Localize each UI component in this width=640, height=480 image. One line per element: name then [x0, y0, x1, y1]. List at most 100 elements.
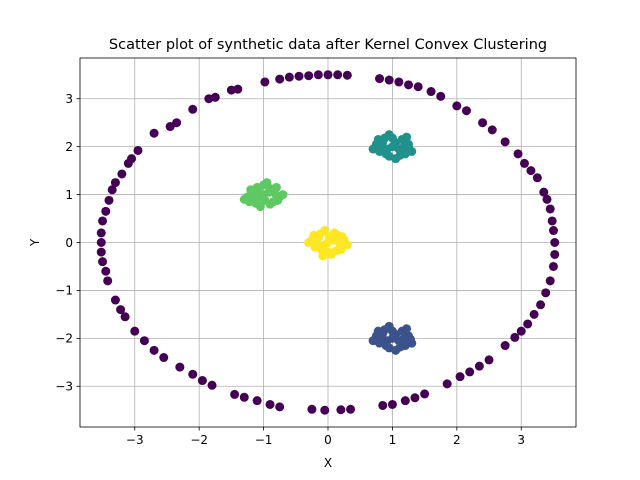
data-point [311, 238, 321, 248]
data-point [452, 101, 462, 111]
data-point [478, 118, 488, 128]
x-axis-label: X [324, 456, 332, 470]
y-tick-label: 1 [65, 188, 73, 202]
data-point [465, 367, 475, 377]
data-point [270, 189, 280, 199]
data-point [110, 295, 120, 305]
y-tick-label: −2 [55, 332, 73, 346]
data-point [175, 362, 185, 372]
data-point [116, 305, 126, 315]
data-point [101, 206, 111, 216]
data-point [523, 319, 533, 329]
data-point [391, 330, 401, 340]
data-point [391, 138, 401, 148]
data-point [335, 238, 345, 248]
y-tick-label: −3 [55, 380, 73, 394]
data-point [265, 399, 275, 409]
data-point [487, 125, 497, 135]
data-point [442, 379, 452, 389]
data-point [426, 87, 436, 97]
data-point [500, 341, 510, 351]
data-point [394, 77, 404, 87]
data-point [96, 238, 106, 247]
chart-title: Scatter plot of synthetic data after Ker… [109, 37, 547, 53]
data-point [275, 74, 285, 84]
x-tick-label: −3 [126, 433, 144, 447]
data-point [230, 389, 240, 399]
x-axis: −3 −2 −1 0 1 2 3 [126, 427, 525, 447]
data-point [117, 169, 127, 179]
data-point [226, 85, 236, 95]
data-point [413, 82, 423, 92]
data-point [244, 197, 254, 207]
data-point [550, 249, 560, 259]
data-point [133, 145, 143, 155]
y-axis-label: Y [28, 238, 42, 247]
data-point [474, 361, 484, 371]
data-point [368, 336, 378, 346]
data-point [545, 204, 555, 214]
data-point [275, 402, 285, 412]
data-point [420, 389, 430, 399]
data-point [165, 122, 175, 132]
data-point [336, 405, 346, 415]
data-point [395, 150, 405, 160]
data-point [373, 134, 383, 144]
data-point [526, 166, 536, 176]
data-point [402, 324, 412, 334]
data-point [384, 75, 394, 85]
data-point [101, 266, 111, 276]
grid [80, 58, 576, 427]
data-point [304, 71, 314, 81]
data-point [304, 238, 314, 247]
data-point [98, 216, 108, 226]
data-points [96, 70, 560, 415]
data-point [239, 392, 249, 402]
data-point [204, 94, 214, 104]
data-point [500, 137, 510, 147]
data-point [207, 380, 217, 390]
data-point [159, 353, 169, 363]
data-point [123, 158, 133, 168]
data-point [510, 332, 520, 342]
data-point [410, 393, 420, 403]
y-tick-label: 0 [65, 236, 73, 250]
data-point [404, 143, 414, 153]
data-point [320, 240, 330, 250]
data-point [384, 151, 394, 161]
data-point [542, 194, 552, 204]
data-point [188, 104, 198, 114]
data-point [368, 144, 378, 154]
data-point [307, 404, 317, 414]
data-point [323, 70, 333, 80]
x-tick-label: −1 [255, 433, 273, 447]
data-point [436, 91, 446, 101]
data-point [404, 80, 414, 90]
data-point [461, 106, 471, 116]
y-axis: −3 −2 −1 0 1 2 3 [55, 92, 80, 394]
data-point [331, 246, 341, 256]
data-point [373, 326, 383, 336]
data-point [284, 72, 294, 82]
x-tick-label: 0 [324, 433, 332, 447]
data-point [346, 404, 356, 414]
x-tick-label: 3 [517, 433, 525, 447]
data-point [532, 173, 542, 183]
data-point [139, 336, 149, 346]
x-tick-label: 2 [453, 433, 461, 447]
data-point [107, 185, 117, 195]
data-point [384, 343, 394, 353]
data-point [260, 77, 270, 87]
data-point [96, 247, 106, 257]
data-point [548, 226, 558, 236]
data-point [378, 400, 388, 410]
y-tick-label: 3 [65, 92, 73, 106]
data-point [149, 128, 159, 138]
data-point [260, 195, 270, 205]
data-point [333, 70, 343, 80]
data-point [400, 396, 410, 406]
y-tick-label: 2 [65, 140, 73, 154]
data-point [382, 144, 392, 154]
data-point [548, 261, 558, 271]
